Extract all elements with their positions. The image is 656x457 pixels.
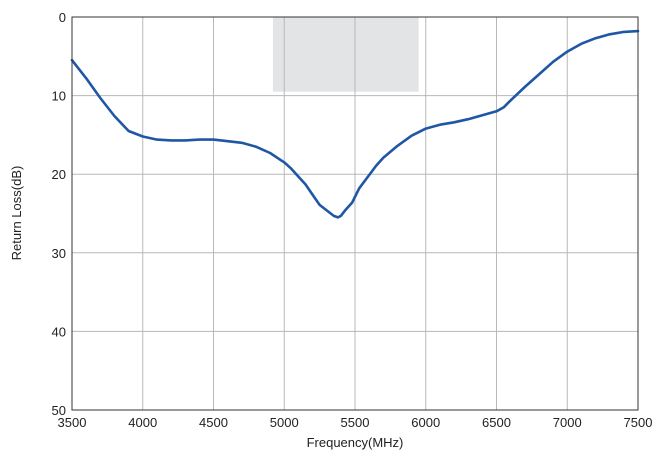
x-tick-label: 6500	[482, 415, 511, 430]
plot-frame	[71, 16, 639, 411]
x-tick-label: 4000	[128, 415, 157, 430]
series-line	[70, 29, 640, 219]
y-tick-label: 50	[52, 403, 66, 418]
x-tick-label: 3500	[58, 415, 87, 430]
y-axis-label: Return Loss(dB)	[9, 166, 24, 261]
x-tick-label: 4500	[199, 415, 228, 430]
y-tick-labels: 0 10 20 30 40 50	[52, 10, 66, 418]
highlight-band	[272, 17, 419, 92]
y-tick-label: 40	[52, 324, 66, 339]
grid-layer	[72, 17, 638, 410]
x-tick-label: 5500	[341, 415, 370, 430]
x-tick-label: 6000	[411, 415, 440, 430]
y-tick-label: 20	[52, 167, 66, 182]
x-axis-label: Frequency(MHz)	[307, 435, 404, 450]
x-tick-label: 7500	[624, 415, 653, 430]
x-tick-labels: 3500 4000 4500 5000 5500 6000 6500 7000 7500	[58, 415, 653, 430]
series-layer	[70, 29, 640, 219]
y-tick-label: 30	[52, 246, 66, 261]
y-tick-label: 10	[52, 89, 66, 104]
x-tick-label: 5000	[270, 415, 299, 430]
y-tick-label: 0	[59, 10, 66, 25]
highlight-band-layer	[272, 17, 419, 92]
x-tick-label: 7000	[553, 415, 582, 430]
